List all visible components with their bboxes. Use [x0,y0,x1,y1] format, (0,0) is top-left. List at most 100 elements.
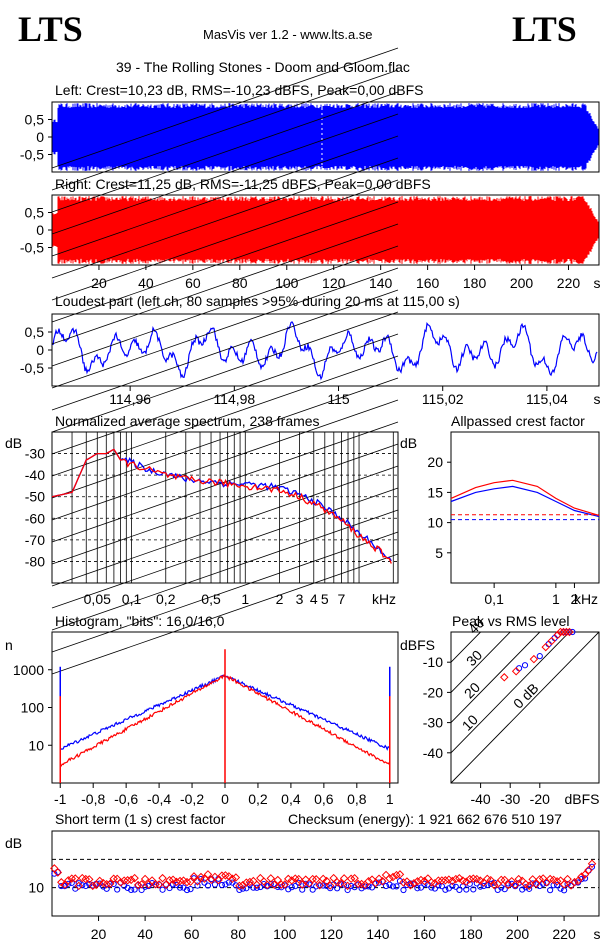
short-term-crest-ytick-label: 10 [28,880,44,896]
left-waveform-signal [52,103,599,171]
histogram-xtick-label: 1 [386,791,394,807]
short-term-crest-point [65,880,72,887]
short-term-crest-point [487,880,494,887]
short-term-crest-point [294,874,303,884]
spectrum-xtick-label: 5 [321,591,329,607]
loudest-part-xtick-label: 115,04 [526,391,568,407]
short-term-crest-point [327,885,334,892]
spectrum-slope-line [51,311,399,433]
short-term-crest-point [570,877,579,887]
short-term-crest-point [186,877,195,887]
right-waveform-xtick-label: 180 [463,275,487,291]
short-term-crest-point [107,880,114,888]
short-term-crest-point [128,886,135,893]
short-term-crest-point [417,884,425,891]
short-term-crest-point [382,882,390,890]
histogram-xtick-label: 0,2 [248,791,268,807]
short-term-crest-point [348,882,355,890]
right-waveform-signal [52,196,599,264]
right-waveform-xtick-label: 100 [275,275,299,291]
loudest-part-xtick-label: 115,02 [422,391,464,407]
short-term-crest-point [72,885,79,892]
short-term-crest-point [343,881,352,891]
short-term-crest-point [211,881,219,888]
short-term-crest-point [245,877,255,887]
spectrum-xtick-label: 7 [338,591,346,607]
short-term-crest-point [96,880,103,887]
short-term-crest-point [559,880,569,889]
short-term-crest-point [193,877,202,886]
short-term-crest-point [256,873,265,883]
short-term-crest-point [183,886,191,894]
short-term-crest-point [284,874,293,884]
histogram-ylabel: n [5,637,13,653]
loudest-part-frame [51,313,600,387]
short-term-crest-point [456,886,463,893]
short-term-crest-point [224,872,234,881]
spectrum-slope-line [51,91,399,213]
peak-vs-rms-point [511,667,521,676]
loudest-part-signal [52,321,598,381]
peak-vs-rms-point [521,662,529,669]
right-waveform-xtick-label: 40 [138,275,154,291]
short-term-crest-point [74,881,84,891]
spectrum-slope-line [51,201,399,323]
short-term-crest-point [431,885,438,892]
spectrum-frame [51,431,399,584]
allpassed-crest-title: Allpassed crest factor [451,413,585,429]
short-term-crest-point [493,879,502,889]
spectrum-ylabel: dB [5,435,22,451]
short-term-crest-point [501,886,508,893]
short-term-crest-point [367,875,377,884]
peak-vs-rms-diag-label: 10 [459,711,481,733]
short-term-crest-point [302,880,309,887]
short-term-crest-point [253,884,260,891]
peak-vs-rms-diagonal [450,631,570,754]
spectrum-slope-line [51,399,399,521]
short-term-crest-point [357,879,366,889]
short-term-crest-point [299,886,306,893]
short-term-crest-point [528,875,537,884]
spectrum-xunit: kHz [372,591,396,607]
short-term-crest-point [189,872,199,881]
right-waveform-xtick-label: 80 [232,275,248,291]
histogram-xtick-label: 0,6 [314,791,334,807]
short-term-crest-xtick-label: 220 [552,926,576,942]
short-term-crest-point [187,886,194,893]
spectrum-xtick-label: 2 [276,591,284,607]
spectrum-ytick-label: -80 [25,553,45,569]
spectrum-xtick-label: 1 [241,591,249,607]
short-term-crest-point [358,885,365,892]
spectrum-ytick-label: -40 [25,467,45,483]
short-term-crest-point [200,874,209,883]
spectrum-slope-line [51,135,399,257]
short-term-crest-point [98,878,108,888]
short-term-crest-point [273,875,283,885]
short-term-crest-point [458,876,468,885]
spectrum-ytick-label: -60 [25,510,45,526]
histogram-xtick-label: -1 [54,791,67,807]
peak-vs-rms-xtick-label: -20 [530,791,550,807]
allpassed-crest-series [450,479,600,516]
short-term-crest-point [318,874,328,884]
left-waveform-ytick-label: 0,5 [25,112,45,128]
short-term-crest-point [297,880,307,889]
short-term-crest-point [228,874,237,884]
short-term-crest-point [126,875,136,885]
app-title: MasVis ver 1.2 - www.lts.a.se [203,27,373,42]
short-term-crest-point [581,875,589,882]
short-term-crest-point [400,886,407,894]
short-term-crest-point [444,875,454,884]
short-term-crest-point [393,883,400,890]
short-term-crest-point [84,875,94,884]
short-term-crest-xtick-label: 160 [413,926,437,942]
short-term-crest-point [103,885,110,892]
peak-vs-rms-diagonal [450,631,600,784]
short-term-crest-point [270,880,279,890]
short-term-crest-point [540,880,547,887]
short-term-crest-point [535,875,544,884]
short-term-crest-point [462,877,471,886]
peak-vs-rms-ytick-label: -20 [423,684,443,700]
short-term-crest-point [179,876,188,885]
right-waveform-xtick-label: 20 [91,275,107,291]
